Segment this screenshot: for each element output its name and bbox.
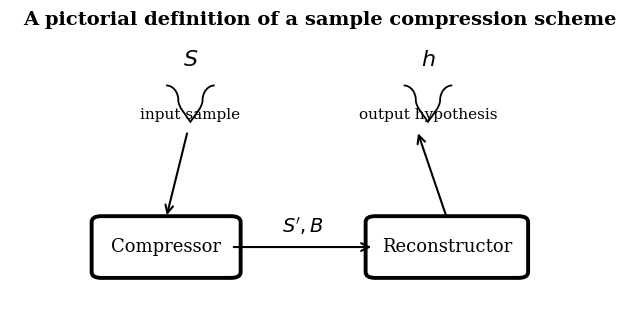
Text: A pictorial definition of a sample compression scheme: A pictorial definition of a sample compr… [23, 11, 617, 29]
Text: output hypothesis: output hypothesis [358, 108, 497, 122]
Text: Compressor: Compressor [111, 238, 221, 256]
FancyBboxPatch shape [92, 216, 241, 278]
FancyBboxPatch shape [365, 216, 528, 278]
Text: $h$: $h$ [420, 49, 435, 70]
Text: $S$: $S$ [183, 49, 198, 70]
Text: Reconstructor: Reconstructor [381, 238, 512, 256]
Text: input sample: input sample [140, 108, 241, 122]
Text: $S', B$: $S', B$ [282, 215, 324, 237]
